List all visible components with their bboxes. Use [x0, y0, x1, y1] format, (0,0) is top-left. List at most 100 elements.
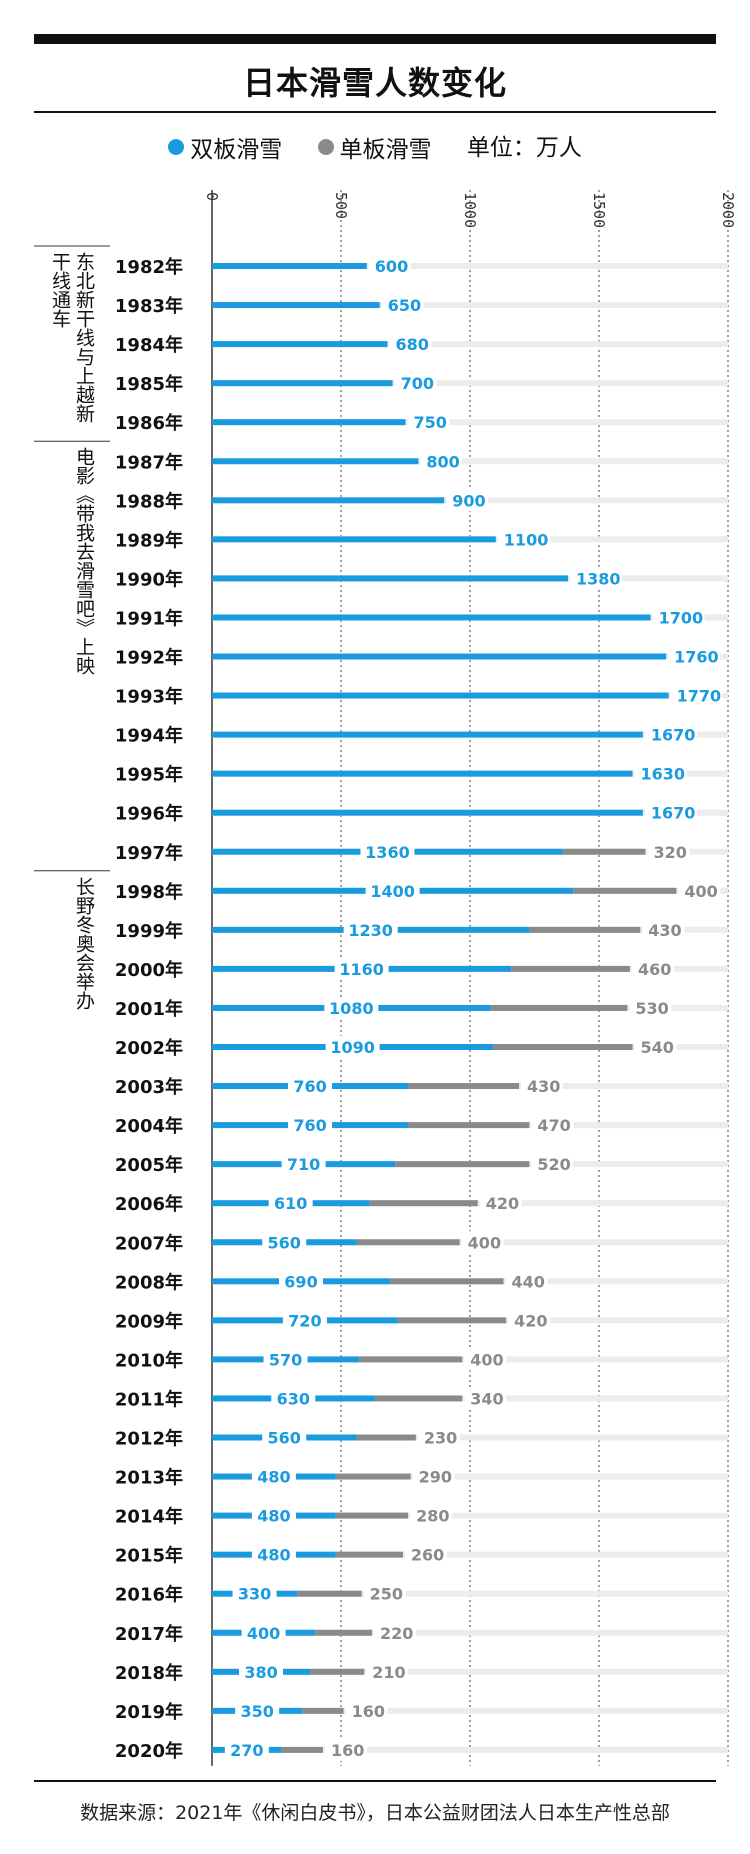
- tick-label: 1500: [590, 192, 608, 228]
- data-label-bg: [394, 372, 437, 395]
- data-label-ski: 1760: [674, 648, 719, 667]
- data-label-bg: [464, 1387, 507, 1410]
- title-rule: [34, 111, 716, 113]
- category-label: 2020年: [115, 1740, 183, 1762]
- bar-snowboard: [529, 926, 641, 933]
- data-label-snowboard: 230: [424, 1429, 457, 1448]
- category-label: 1990年: [115, 568, 183, 590]
- data-label-bg: [324, 996, 379, 1019]
- data-label-bg: [464, 1348, 507, 1371]
- category-label: 2019年: [115, 1701, 183, 1723]
- bar-ski: [212, 692, 669, 699]
- data-label-bg: [461, 1231, 504, 1254]
- data-label-bg: [446, 489, 489, 512]
- category-label: 2004年: [115, 1115, 183, 1137]
- bar-ski: [212, 458, 419, 465]
- data-label-snowboard: 440: [512, 1272, 545, 1291]
- bar-ski: [212, 575, 569, 582]
- bar-snowboard: [408, 1122, 530, 1129]
- bar-snowboard: [310, 1668, 365, 1675]
- category-label: 2010年: [115, 1349, 183, 1371]
- category-label: 2017年: [115, 1623, 183, 1645]
- bar-track: [212, 380, 728, 387]
- data-label-bg: [670, 684, 723, 707]
- data-label-bg: [263, 1348, 308, 1371]
- category-label: 1992年: [115, 647, 183, 669]
- bar-snowboard: [395, 1161, 530, 1168]
- data-label-snowboard: 530: [635, 999, 668, 1018]
- data-label-ski: 900: [452, 491, 485, 510]
- data-label-snowboard: 210: [372, 1663, 405, 1682]
- data-label-ski: 700: [401, 374, 434, 393]
- category-label: 2009年: [115, 1310, 183, 1332]
- data-label-ski: 1160: [339, 960, 384, 979]
- bar-snowboard: [493, 1044, 633, 1050]
- data-label-ski: 1100: [504, 530, 549, 549]
- data-label-ski: 720: [288, 1311, 321, 1330]
- data-label-ski: 1090: [330, 1038, 375, 1057]
- legend-swatch-snowboard: [317, 139, 334, 155]
- data-label-bg: [241, 1621, 286, 1644]
- bar-snowboard: [369, 1200, 478, 1207]
- data-label-ski: 800: [426, 452, 459, 471]
- data-label-bg: [497, 528, 550, 551]
- category-label: 1986年: [115, 412, 183, 434]
- bar-snowboard: [397, 1317, 507, 1324]
- category-label: 1987年: [115, 451, 183, 473]
- data-label-ski: 350: [240, 1702, 273, 1721]
- data-label-snowboard: 400: [470, 1350, 503, 1369]
- data-label-bg: [271, 1387, 316, 1410]
- category-label: 2014年: [115, 1506, 183, 1528]
- data-label-bg: [368, 255, 411, 277]
- category-label: 1998年: [115, 881, 183, 903]
- legend-unit: 单位：万人: [466, 135, 582, 161]
- data-label-bg: [282, 1309, 327, 1332]
- bar-snowboard: [281, 1746, 323, 1753]
- data-label-bg: [570, 567, 623, 590]
- data-label-snowboard: 160: [352, 1702, 385, 1721]
- data-label-bg: [678, 879, 721, 902]
- bar-ski: [212, 380, 393, 387]
- data-label-ski: 1630: [641, 765, 686, 784]
- data-label-ski: 1770: [677, 687, 722, 706]
- data-label-ski: 1400: [370, 882, 415, 901]
- data-label-snowboard: 430: [527, 1077, 560, 1096]
- category-label: 2016年: [115, 1584, 183, 1606]
- data-label-ski: 1670: [651, 804, 696, 823]
- data-label-bg: [251, 1465, 296, 1488]
- category-label: 1999年: [115, 920, 183, 942]
- category-label: 2006年: [115, 1193, 183, 1215]
- data-label-bg: [279, 1270, 324, 1293]
- data-label-bg: [531, 1153, 574, 1176]
- annotation-text: 东北新干线与上越新干线通车: [49, 252, 95, 423]
- bar-snowboard: [302, 1707, 344, 1714]
- data-label-snowboard: 290: [419, 1468, 452, 1487]
- data-label-snowboard: 280: [416, 1507, 449, 1526]
- bar-track: [212, 1707, 728, 1714]
- bar-track: [212, 1668, 728, 1675]
- bar-track: [212, 341, 728, 348]
- category-label: 2005年: [115, 1154, 183, 1176]
- legend-swatch-ski: [168, 139, 185, 155]
- tick-label: 500: [332, 192, 350, 219]
- bar-snowboard: [359, 1356, 463, 1363]
- bar-track: [212, 302, 728, 309]
- category-label: 1991年: [115, 607, 183, 629]
- data-label-bg: [404, 1543, 447, 1566]
- data-label-ski: 270: [230, 1741, 263, 1760]
- bar-ski: [212, 731, 643, 738]
- data-label-bg: [505, 1270, 548, 1293]
- data-label-bg: [642, 918, 685, 941]
- data-label-snowboard: 160: [331, 1741, 364, 1760]
- data-label-bg: [324, 1738, 367, 1761]
- bar-snowboard: [335, 1473, 411, 1480]
- legend-label-ski: 双板滑雪: [190, 137, 283, 163]
- data-label-bg: [389, 333, 432, 356]
- annotation-text: 长野冬奥会举办: [73, 876, 95, 1010]
- data-label-ski: 570: [269, 1350, 302, 1369]
- bar-ski: [212, 809, 643, 816]
- bar-ski: [212, 497, 445, 504]
- bar-snowboard: [390, 1278, 504, 1285]
- data-label-bg: [508, 1309, 551, 1332]
